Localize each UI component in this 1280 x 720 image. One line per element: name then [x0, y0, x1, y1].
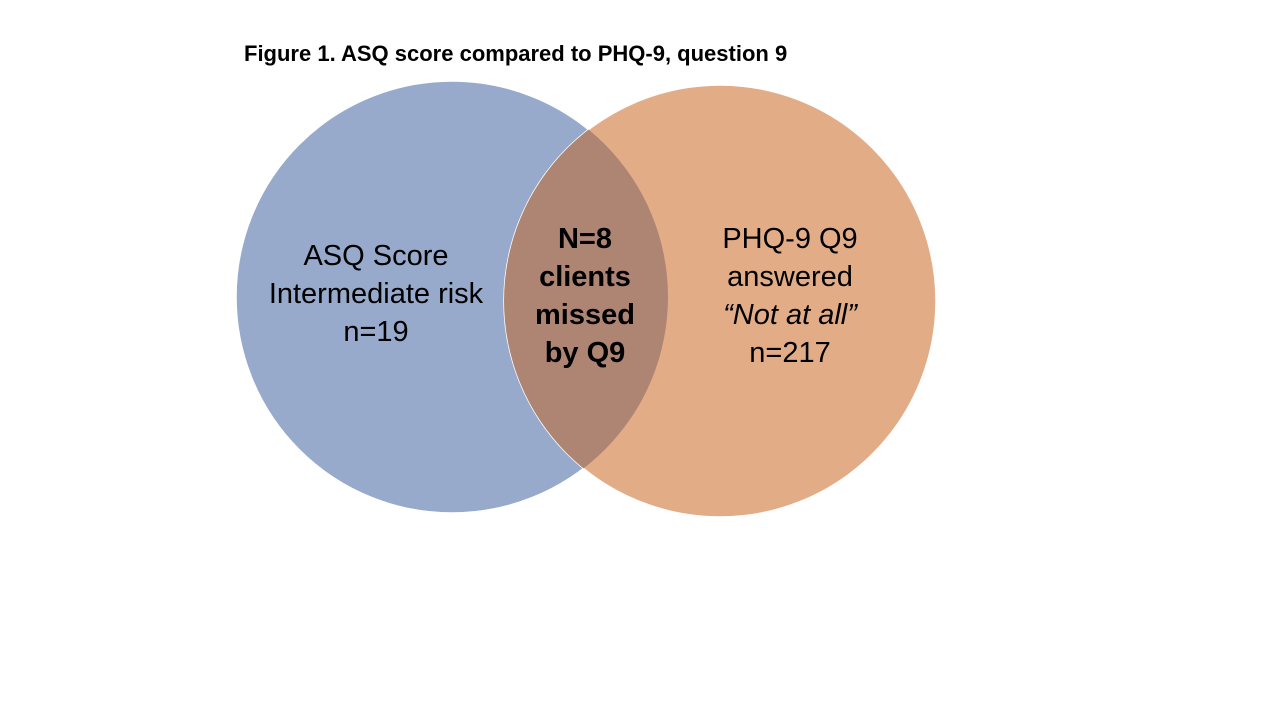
right-set-label: PHQ-9 Q9 answered “Not at all” n=217: [680, 220, 900, 372]
overlap-count: N=8: [557, 223, 612, 255]
overlap-line-2: clients: [539, 261, 631, 293]
overlap-line-3: missed: [535, 299, 635, 331]
right-set-count: n=217: [749, 337, 831, 369]
right-set-quote: “Not at all”: [723, 299, 857, 331]
overlap-region: [504, 85, 668, 513]
left-set-count: n=19: [343, 316, 409, 348]
right-set-title: PHQ-9 Q9: [722, 223, 858, 255]
right-set-line-2: answered: [727, 261, 853, 293]
figure-title: Figure 1. ASQ score compared to PHQ-9, q…: [244, 41, 788, 66]
overlap-label: N=8 clients missed by Q9: [508, 220, 662, 372]
overlap-line-4: by Q9: [544, 337, 626, 369]
left-set-title: ASQ Score: [303, 240, 449, 272]
left-set-label: ASQ Score Intermediate risk n=19: [246, 237, 506, 351]
left-set-subtitle: Intermediate risk: [268, 278, 484, 310]
